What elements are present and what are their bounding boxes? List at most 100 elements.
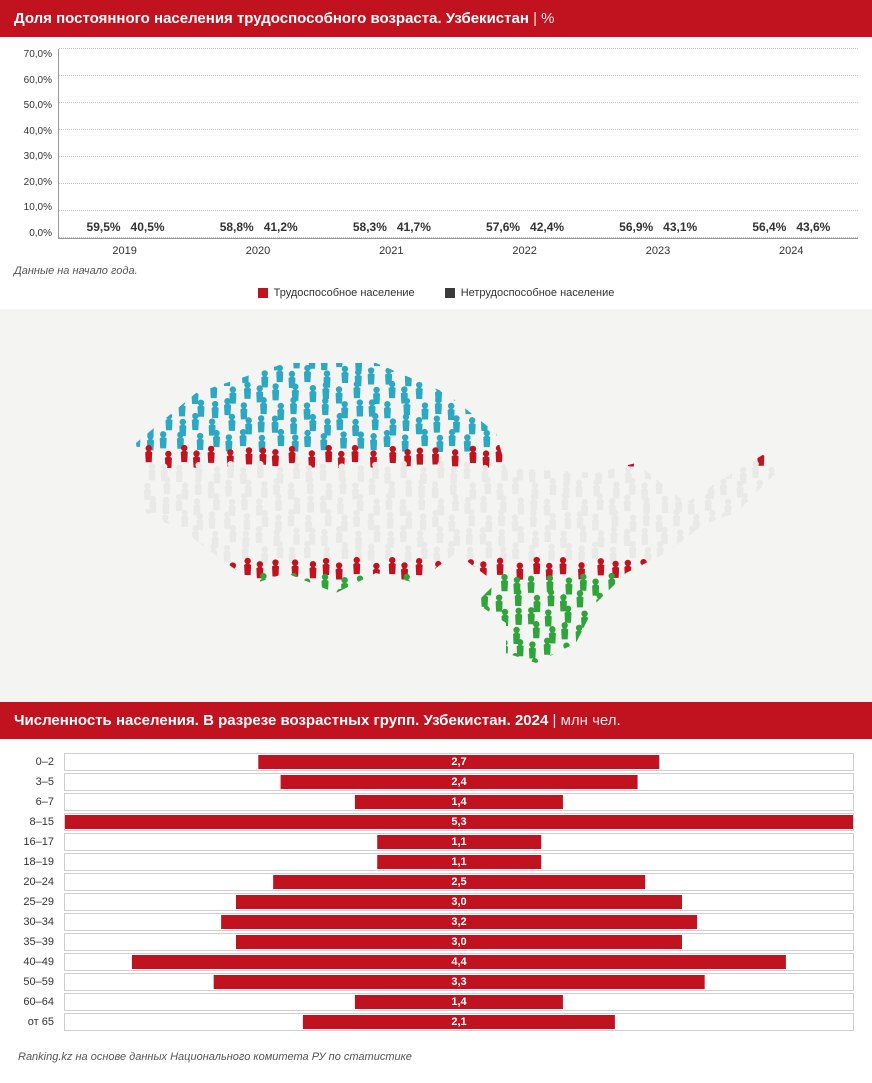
hbar-track: 5,3: [64, 813, 854, 831]
chart2-unit: млн чел.: [561, 712, 621, 729]
legend-swatch-icon: [258, 288, 268, 298]
legend-label: Нетрудоспособное население: [461, 287, 615, 299]
chart2-title: Численность населения. В разрезе возраст…: [14, 712, 548, 729]
y-tick-label: 70,0%: [14, 49, 52, 60]
hbar-track: 2,7: [64, 753, 854, 771]
hbar-label: 8–15: [18, 816, 64, 828]
bar-value-label: 43,1%: [663, 220, 697, 238]
hbar-fill: 1,4: [355, 795, 563, 809]
y-tick-label: 0,0%: [14, 228, 52, 239]
x-tick-label: 2020: [202, 245, 314, 257]
hbar-track: 3,0: [64, 893, 854, 911]
hbar-track: 2,4: [64, 773, 854, 791]
hbar-row: 20–24 2,5: [18, 873, 854, 891]
bar-value-label: 57,6%: [486, 220, 520, 238]
hbar-track: 3,0: [64, 933, 854, 951]
bar-value-label: 58,8%: [220, 220, 254, 238]
hbar-fill: 3,0: [236, 935, 682, 949]
y-tick-label: 20,0%: [14, 177, 52, 188]
hbar-row: от 65 2,1: [18, 1013, 854, 1031]
chart2: 0–2 2,7 3–5 2,4 6–71,4 8–155,3 16–171,1 18–19 1,…: [0, 739, 872, 1041]
bar-value-label: 43,6%: [796, 220, 830, 238]
hbar-label: 20–24: [18, 876, 64, 888]
bar-value-label: 41,7%: [397, 220, 431, 238]
chart1-plot: 70,0%60,0%50,0%40,0%30,0%20,0%10,0%0,0% …: [14, 49, 858, 239]
chart1-header: Доля постоянного населения трудоспособно…: [0, 0, 872, 37]
uzbekistan-people-map-icon: [76, 323, 796, 683]
hbar-track: 1,4: [64, 793, 854, 811]
hbar-track: 2,5: [64, 873, 854, 891]
y-tick-label: 10,0%: [14, 202, 52, 213]
chart1-y-axis: 70,0% 60,0% 50,0% 40,0% 30,0% 20,0% 10,0% 0,0%: [14, 49, 58, 239]
hbar-track: 4,4: [64, 953, 854, 971]
hbar-row: 50–59 3,3: [18, 973, 854, 991]
hbar-fill: 1,1: [377, 855, 541, 869]
hbar-fill: 5,3: [65, 815, 853, 829]
hbar-track: 1,1: [64, 833, 854, 851]
hbar-fill: 3,3: [214, 975, 705, 989]
hbar-fill: 1,1: [377, 835, 541, 849]
legend-label: Трудоспособное население: [274, 287, 415, 299]
y-tick-label: 60,0%: [14, 75, 52, 86]
hbar-row: 18–19 1,1: [18, 853, 854, 871]
hbar-track: 2,1: [64, 1013, 854, 1031]
hbar-fill: 3,0: [236, 895, 682, 909]
hbar-fill: 3,2: [221, 915, 697, 929]
bar-value-label: 58,3%: [353, 220, 387, 238]
chart1-legend: Трудоспособное население Нетрудоспособное…: [0, 281, 872, 309]
hbar-label: 18–19: [18, 856, 64, 868]
chart1-plotarea: 59,5%40,5%58,8%41,2%58,3%41,7%57,6%42,4%…: [58, 49, 858, 239]
hbar-track: 1,1: [64, 853, 854, 871]
hbar-fill: 1,4: [355, 995, 563, 1009]
map-illustration: [0, 309, 872, 702]
y-tick-label: 30,0%: [14, 151, 52, 162]
hbar-label: 40–49: [18, 956, 64, 968]
hbar-fill: 4,4: [132, 955, 786, 969]
chart1-x-labels: 201920202021202220232024: [58, 245, 858, 257]
chart1-unit-sep: |: [533, 10, 541, 27]
hbar-track: 3,3: [64, 973, 854, 991]
chart1-groups: 59,5%40,5%58,8%41,2%58,3%41,7%57,6%42,4%…: [59, 49, 858, 238]
bar-value-label: 41,2%: [264, 220, 298, 238]
bar-value-label: 40,5%: [131, 220, 165, 238]
hbar-label: 25–29: [18, 896, 64, 908]
hbar-row: 35–39 3,0: [18, 933, 854, 951]
hbar-row: 3–5 2,4: [18, 773, 854, 791]
hbar-row: 25–29 3,0: [18, 893, 854, 911]
hbar-row: 0–2 2,7: [18, 753, 854, 771]
hbar-track: 1,4: [64, 993, 854, 1011]
legend-swatch-icon: [445, 288, 455, 298]
hbar-row: 30–34 3,2: [18, 913, 854, 931]
hbar-label: 3–5: [18, 776, 64, 788]
hbar-label: 60–64: [18, 996, 64, 1008]
x-tick-label: 2019: [69, 245, 181, 257]
hbar-label: от 65: [18, 1016, 64, 1028]
hbar-row: 8–155,3: [18, 813, 854, 831]
chart1-title: Доля постоянного населения трудоспособно…: [14, 10, 529, 27]
y-tick-label: 50,0%: [14, 100, 52, 111]
hbar-row: 16–171,1: [18, 833, 854, 851]
y-tick-label: 40,0%: [14, 126, 52, 137]
legend-item: Трудоспособное население: [258, 287, 415, 299]
chart1-unit: %: [541, 10, 554, 27]
chart2-header: Численность населения. В разрезе возраст…: [0, 702, 872, 739]
hbar-row: 6–71,4: [18, 793, 854, 811]
hbar-track: 3,2: [64, 913, 854, 931]
chart1: 70,0%60,0%50,0%40,0%30,0%20,0%10,0%0,0% …: [0, 37, 872, 261]
bar-value-label: 42,4%: [530, 220, 564, 238]
hbar-label: 30–34: [18, 916, 64, 928]
legend-item: Нетрудоспособное население: [445, 287, 615, 299]
x-tick-label: 2023: [602, 245, 714, 257]
hbar-fill: 2,5: [273, 875, 645, 889]
hbar-label: 50–59: [18, 976, 64, 988]
hbar-fill: 2,7: [258, 755, 659, 769]
chart2-unit-sep: |: [552, 712, 560, 729]
x-tick-label: 2021: [335, 245, 447, 257]
hbar-fill: 2,4: [281, 775, 638, 789]
chart1-footnote: Данные на начало года.: [0, 261, 872, 281]
source-note: Ranking.kz на основе данных Национальног…: [0, 1041, 872, 1079]
hbar-label: 35–39: [18, 936, 64, 948]
x-tick-label: 2022: [469, 245, 581, 257]
hbar-fill: 2,1: [303, 1015, 615, 1029]
hbar-label: 0–2: [18, 756, 64, 768]
